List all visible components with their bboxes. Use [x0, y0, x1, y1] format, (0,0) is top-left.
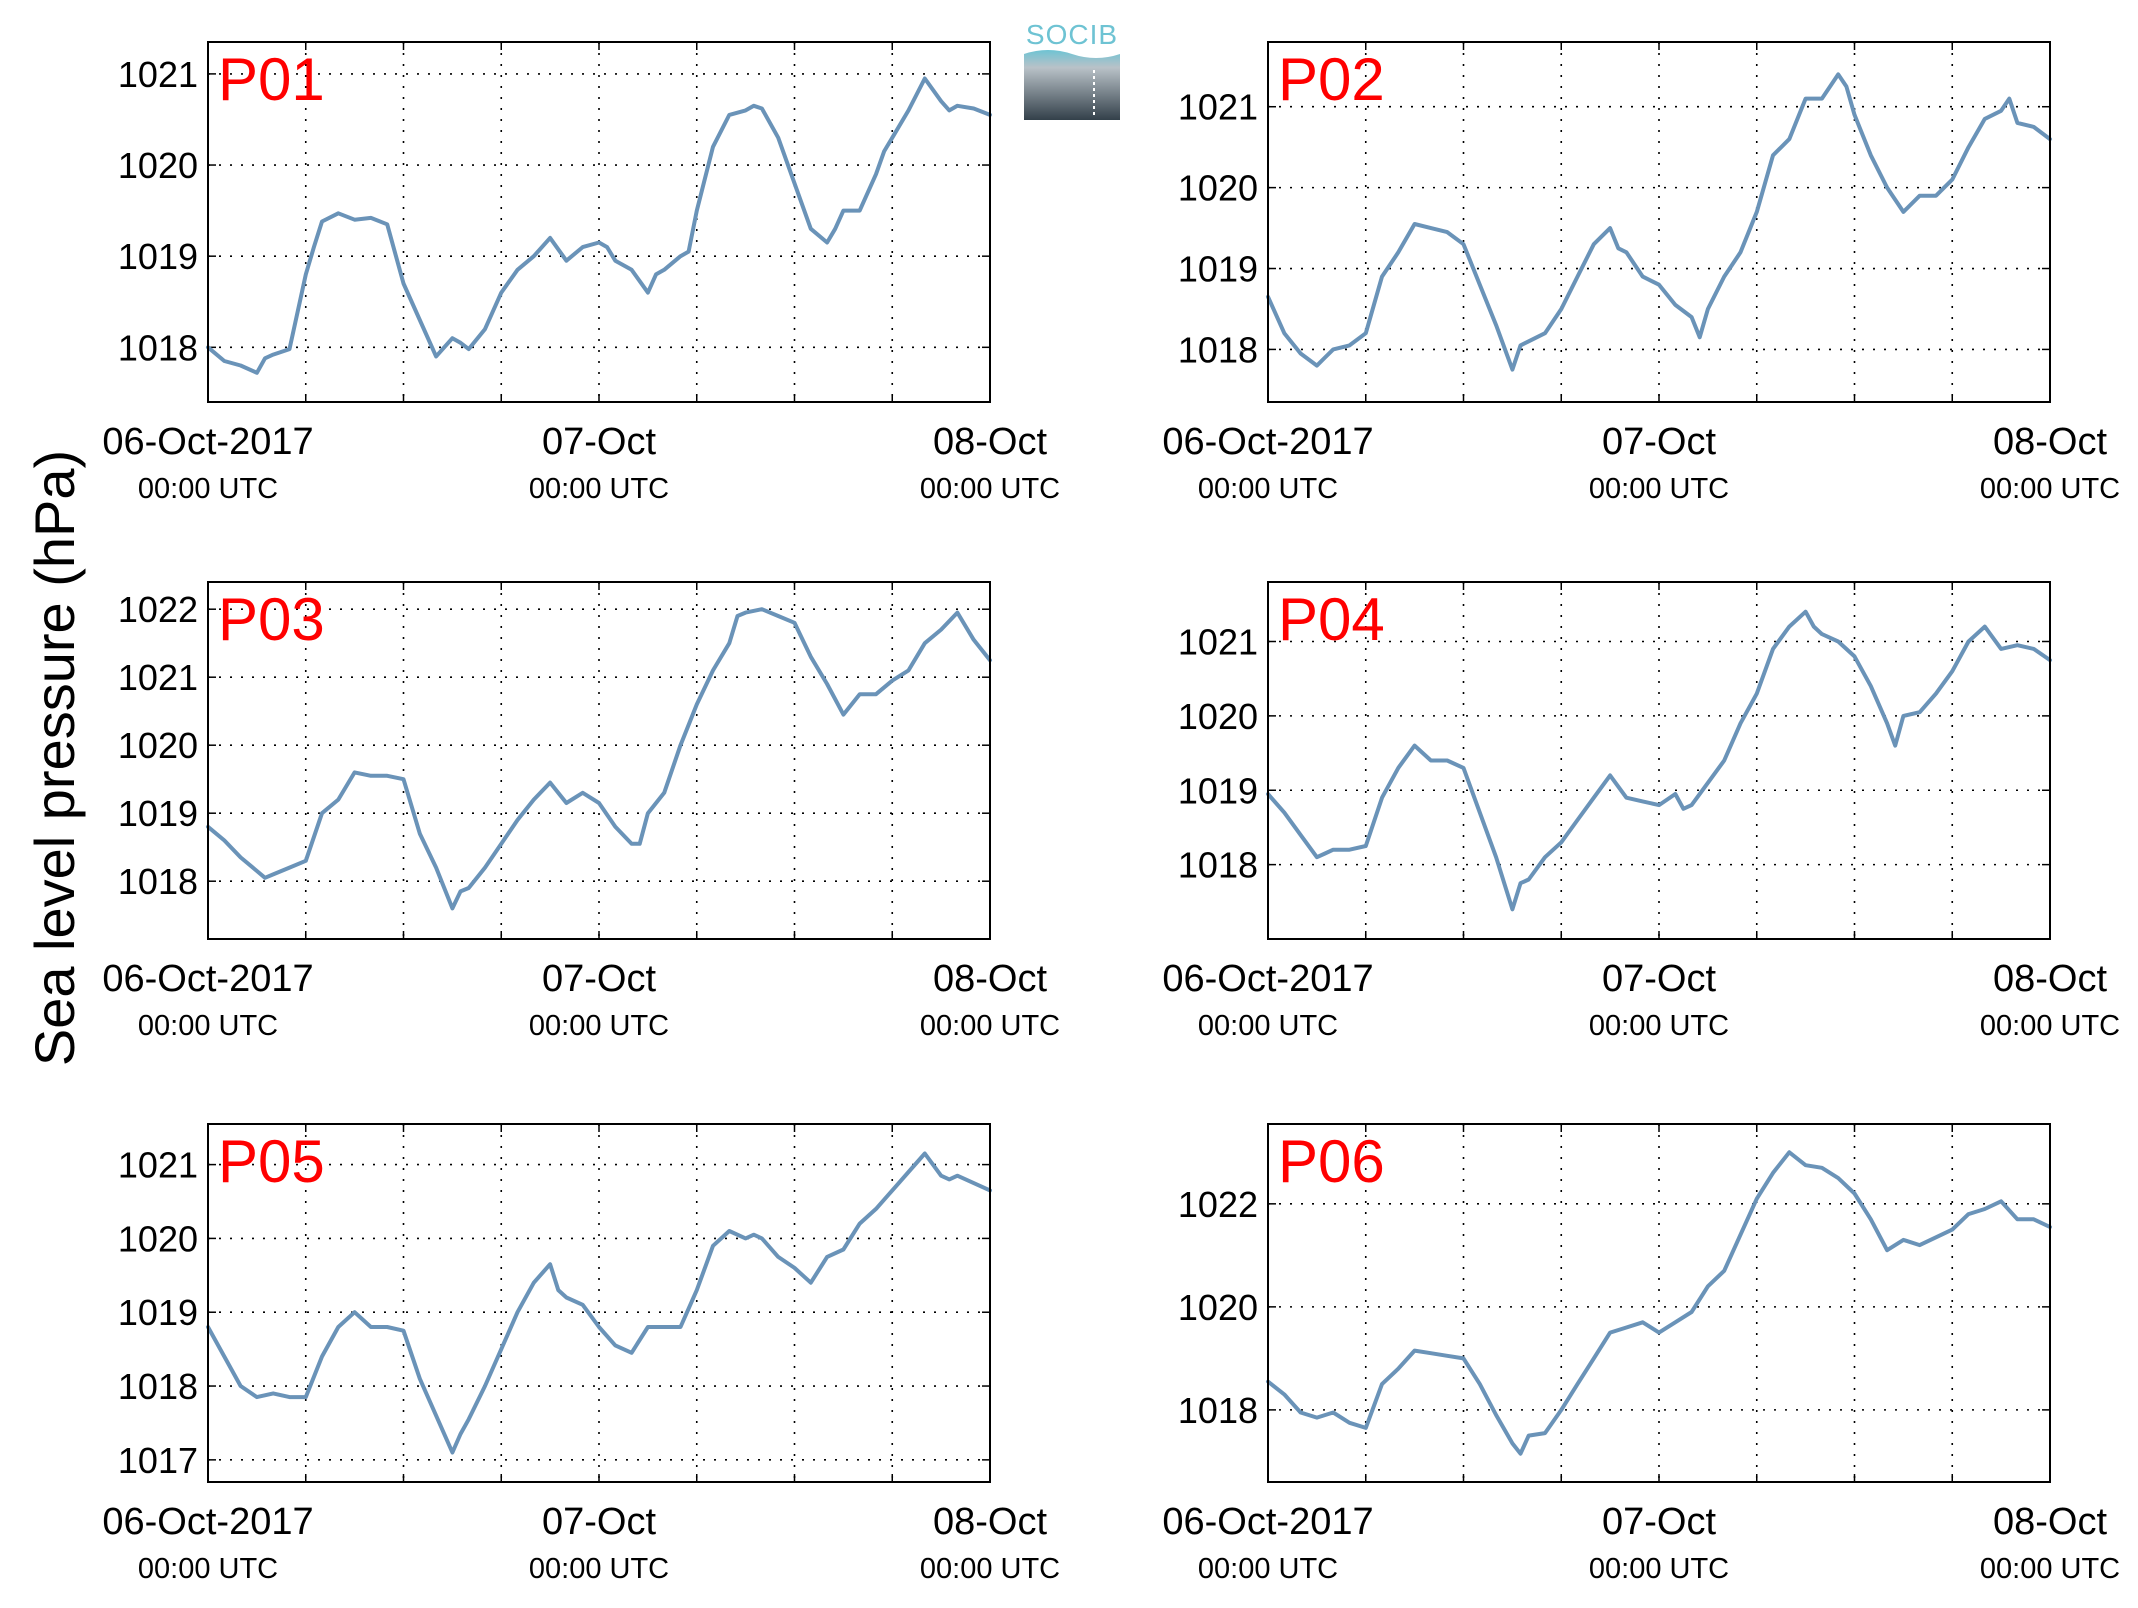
x-tick-time-label: 00:00 UTC [138, 1010, 278, 1042]
pressure-series-line [206, 76, 992, 375]
x-tick-time-label: 00:00 UTC [1198, 473, 1338, 505]
y-tick-label: 1017 [118, 1440, 198, 1481]
x-tick-date-label: 08-Oct [933, 958, 1047, 1000]
x-tick-time-label: 00:00 UTC [920, 1010, 1060, 1042]
y-tick-label: 1018 [1178, 1390, 1258, 1431]
x-tick-date-label: 06-Oct-2017 [102, 958, 313, 1000]
y-tick-label: 1021 [1178, 87, 1258, 128]
x-tick-time-label: 00:00 UTC [1980, 1553, 2120, 1585]
x-tick-date-label: 06-Oct-2017 [102, 1501, 313, 1543]
panels-container: 1018 1019 1020 1021 06-Oct-2017 00:00 UTC 07-O… [102, 41, 2120, 1585]
x-tick-date-label: 07-Oct [1602, 421, 1716, 463]
pressure-series-line [206, 607, 992, 911]
pressure-series-line [1266, 609, 2052, 912]
x-tick-time-label: 00:00 UTC [920, 1553, 1060, 1585]
x-tick-date-label: 08-Oct [1993, 1501, 2107, 1543]
panel-label: P05 [218, 1128, 325, 1195]
x-tick-time-label: 00:00 UTC [529, 1553, 669, 1585]
y-tick-label: 1020 [1178, 696, 1258, 737]
y-tick-label: 1018 [118, 327, 198, 368]
x-tick-time-label: 00:00 UTC [1980, 1010, 2120, 1042]
panel-label: P04 [1278, 586, 1385, 653]
x-tick-date-label: 07-Oct [1602, 1501, 1716, 1543]
y-tick-label: 1019 [118, 1292, 198, 1333]
x-tick-date-label: 08-Oct [933, 1501, 1047, 1543]
y-tick-label: 1019 [1178, 770, 1258, 811]
plot-frame [1267, 41, 2051, 403]
x-tick-time-label: 00:00 UTC [1980, 473, 2120, 505]
y-tick-label: 1018 [1178, 845, 1258, 886]
panel-label: P03 [218, 586, 325, 653]
x-tick-date-label: 07-Oct [542, 1501, 656, 1543]
y-tick-label: 1020 [118, 145, 198, 186]
y-tick-label: 1019 [118, 793, 198, 834]
panel-p02: 1018 1019 1020 1021 06-Oct-2017 00:00 UTC 07-O… [1162, 41, 2120, 505]
socib-logo: SOCIB [1024, 19, 1120, 120]
x-tick-date-label: 06-Oct-2017 [1162, 421, 1373, 463]
x-tick-date-label: 08-Oct [933, 421, 1047, 463]
x-tick-date-label: 08-Oct [1993, 958, 2107, 1000]
plot-frame [1267, 1123, 2051, 1483]
y-tick-label: 1021 [1178, 622, 1258, 663]
y-tick-label: 1022 [118, 589, 198, 630]
y-tick-label: 1020 [118, 1218, 198, 1259]
panel-p06: 1018 1020 1022 06-Oct-2017 00:00 UTC 07-Oct 00… [1162, 1123, 2120, 1585]
x-tick-date-label: 07-Oct [542, 958, 656, 1000]
x-tick-date-label: 07-Oct [1602, 958, 1716, 1000]
logo-mark [1024, 50, 1120, 120]
y-tick-label: 1021 [118, 1145, 198, 1186]
panel-p01: 1018 1019 1020 1021 06-Oct-2017 00:00 UTC 07-O… [102, 41, 1060, 505]
plot-frame [207, 1123, 991, 1483]
x-tick-date-label: 07-Oct [542, 421, 656, 463]
x-tick-date-label: 08-Oct [1993, 421, 2107, 463]
y-axis-label: Sea level pressure (hPa) [23, 450, 86, 1066]
x-tick-date-label: 06-Oct-2017 [102, 421, 313, 463]
y-tick-label: 1018 [1178, 329, 1258, 370]
x-tick-date-label: 06-Oct-2017 [1162, 958, 1373, 1000]
panel-label: P06 [1278, 1128, 1385, 1195]
x-tick-time-label: 00:00 UTC [1198, 1010, 1338, 1042]
y-tick-label: 1021 [118, 657, 198, 698]
panel-label: P02 [1278, 46, 1385, 113]
panel-p03: 1018 1019 1020 1021 1022 06-Oct-2017 00:00 UTC… [102, 581, 1060, 1042]
logo-text: SOCIB [1026, 19, 1118, 50]
y-tick-label: 1021 [118, 54, 198, 95]
panel-label: P01 [218, 46, 325, 113]
pressure-series-line [1266, 72, 2052, 372]
pressure-series-line [206, 1151, 992, 1455]
x-tick-time-label: 00:00 UTC [529, 473, 669, 505]
plot-frame [1267, 581, 2051, 940]
plot-frame [207, 581, 991, 940]
pressure-series-line [1266, 1150, 2052, 1456]
y-tick-label: 1020 [118, 725, 198, 766]
y-tick-label: 1020 [1178, 168, 1258, 209]
y-tick-label: 1020 [1178, 1287, 1258, 1328]
panel-p04: 1018 1019 1020 1021 06-Oct-2017 00:00 UTC 07-O… [1162, 581, 2120, 1042]
panel-p05: 1017 1018 1019 1020 1021 06-Oct-2017 00:00 UTC… [102, 1123, 1060, 1585]
x-tick-time-label: 00:00 UTC [1589, 473, 1729, 505]
x-tick-date-label: 06-Oct-2017 [1162, 1501, 1373, 1543]
x-tick-time-label: 00:00 UTC [138, 1553, 278, 1585]
x-tick-time-label: 00:00 UTC [529, 1010, 669, 1042]
x-tick-time-label: 00:00 UTC [920, 473, 1060, 505]
x-tick-time-label: 00:00 UTC [138, 473, 278, 505]
y-tick-label: 1018 [118, 1366, 198, 1407]
y-tick-label: 1019 [118, 236, 198, 277]
x-tick-time-label: 00:00 UTC [1198, 1553, 1338, 1585]
y-tick-label: 1018 [118, 861, 198, 902]
y-tick-label: 1022 [1178, 1184, 1258, 1225]
x-tick-time-label: 00:00 UTC [1589, 1553, 1729, 1585]
x-tick-time-label: 00:00 UTC [1589, 1010, 1729, 1042]
y-tick-label: 1019 [1178, 249, 1258, 290]
plot-frame [207, 41, 991, 403]
